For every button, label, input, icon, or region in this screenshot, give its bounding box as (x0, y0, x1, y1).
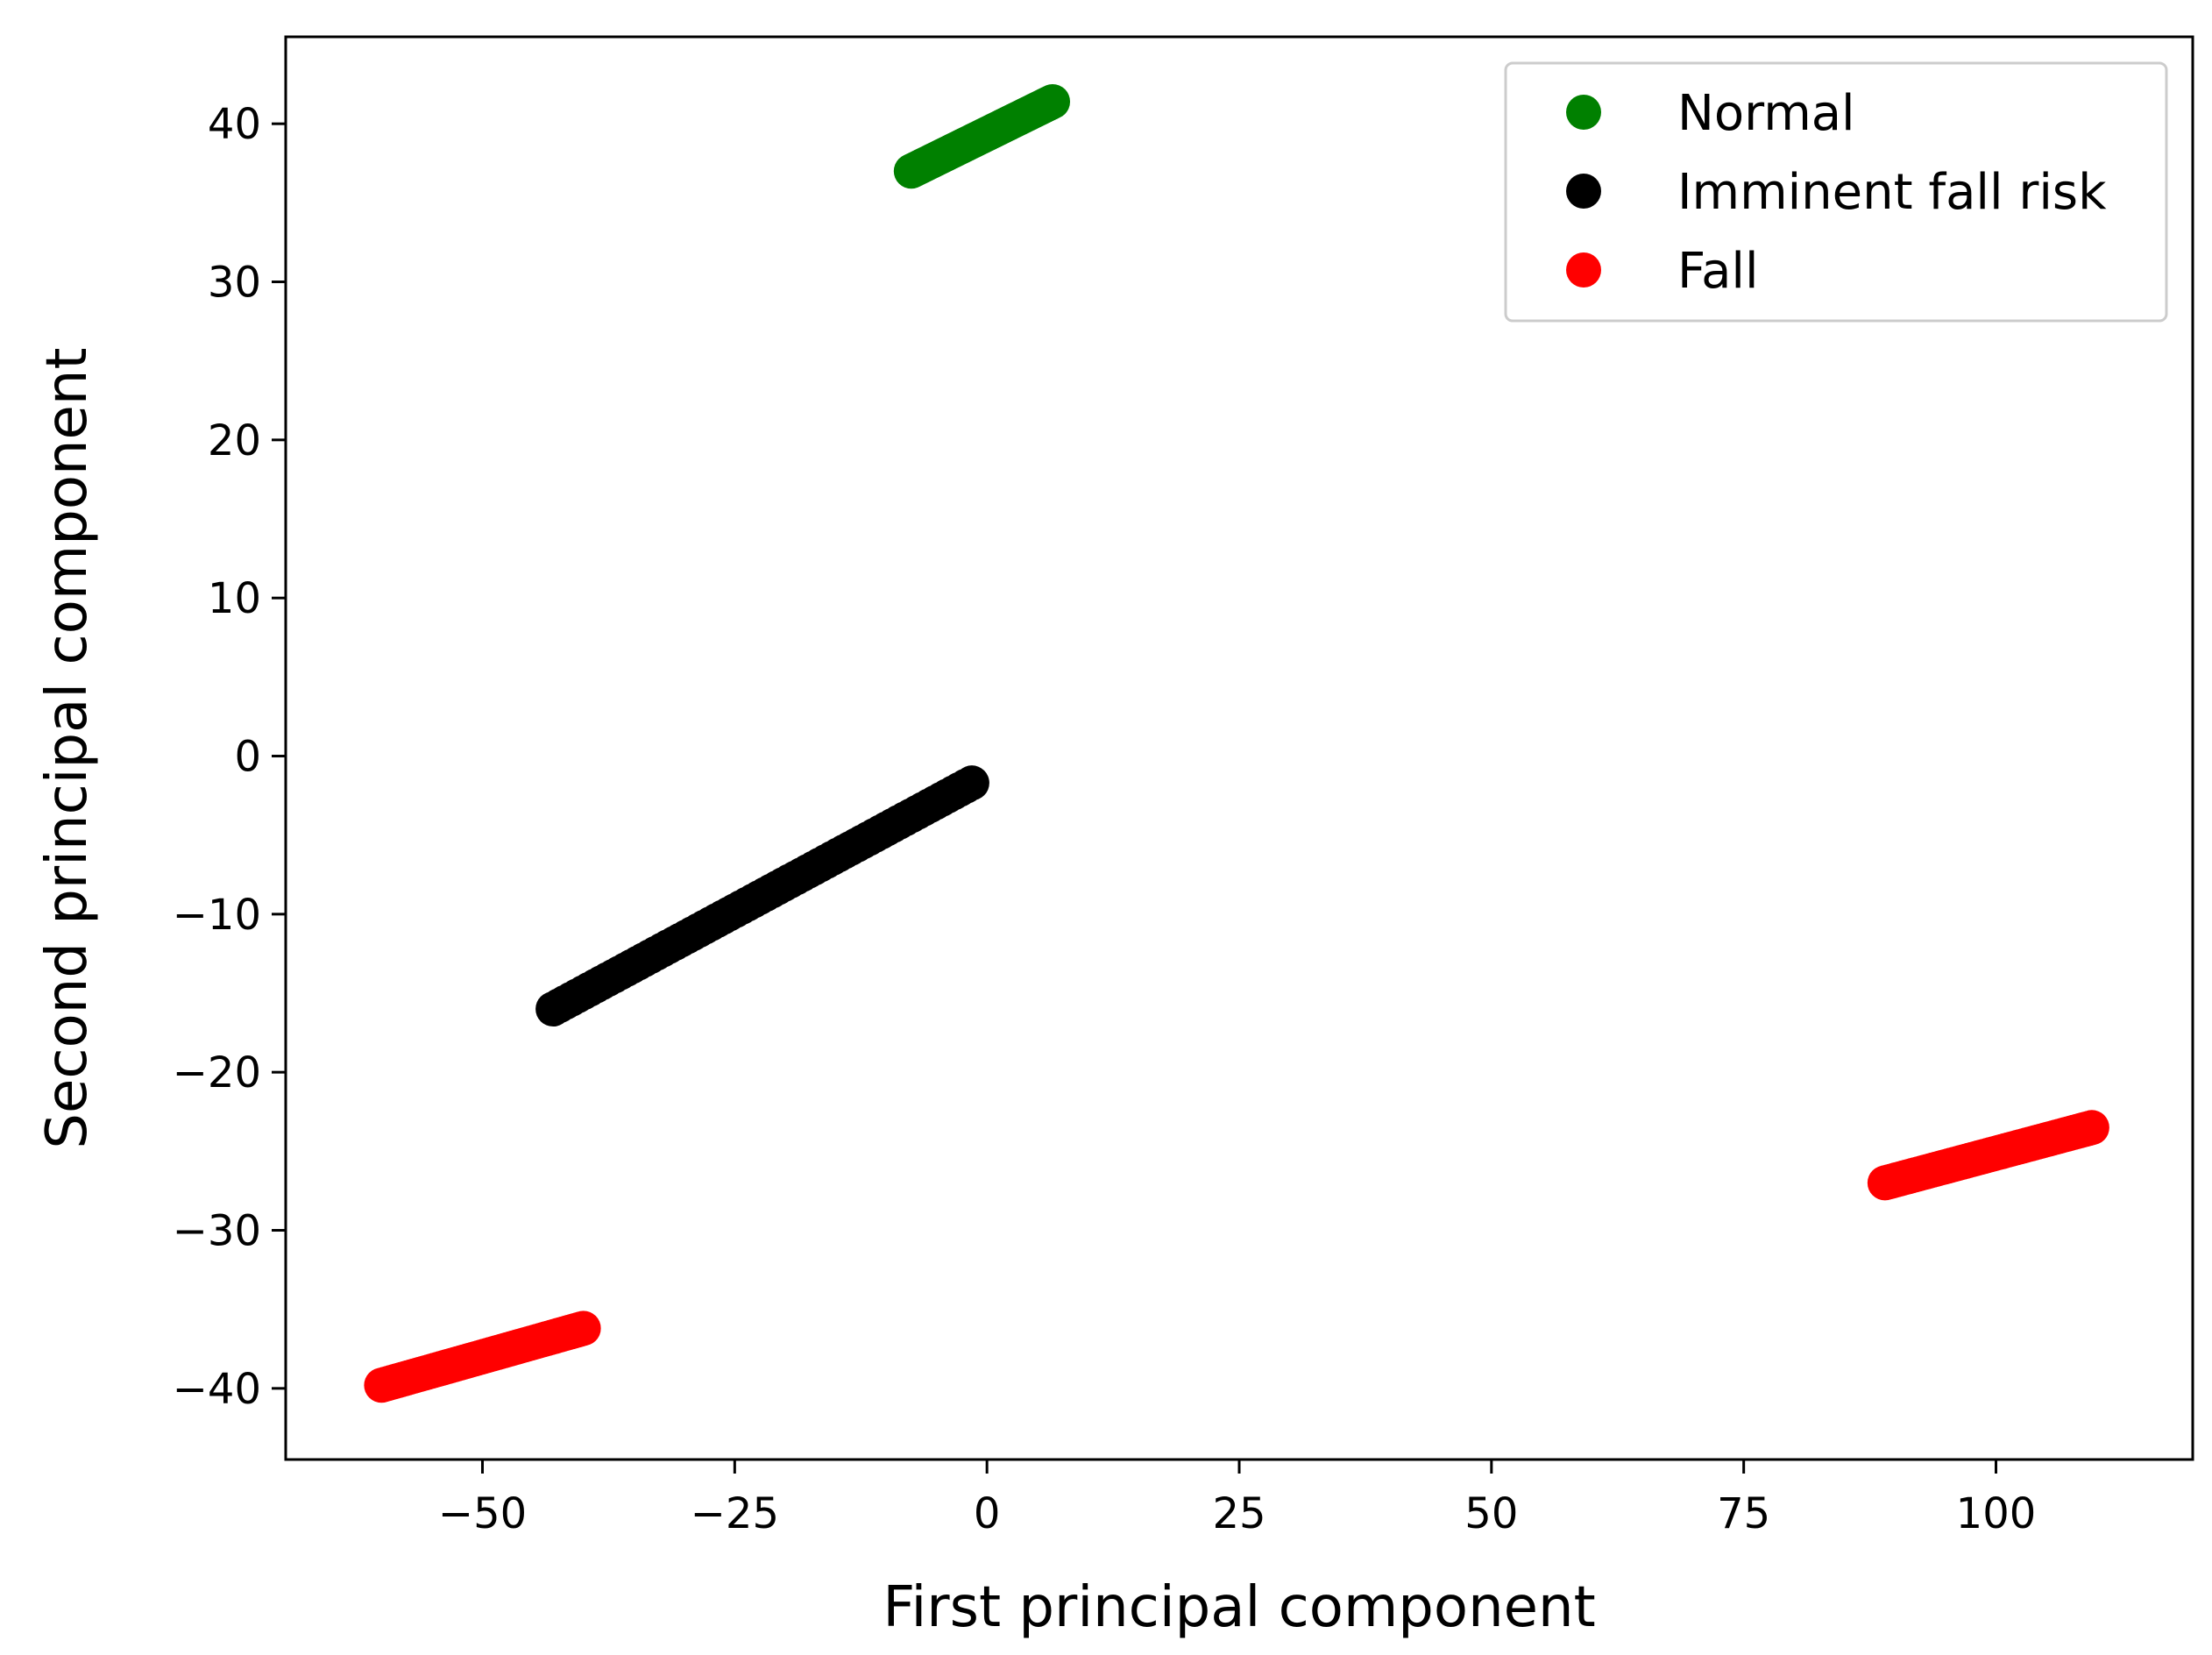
legend-label: Fall (1677, 243, 1759, 300)
x-axis-label: First principal component (883, 1575, 1595, 1640)
x-tick-label: −25 (691, 1489, 779, 1538)
y-tick-label: −10 (173, 891, 261, 940)
y-tick-label: −30 (173, 1207, 261, 1256)
x-tick-label: 100 (1956, 1489, 2037, 1538)
y-axis-ticks: −40 −30 −20 −10 0 10 20 30 40 (173, 100, 286, 1414)
y-axis-label: Second principal component (35, 347, 100, 1148)
x-tick-label: 75 (1717, 1489, 1770, 1538)
legend-marker (1566, 252, 1601, 288)
y-tick-label: −20 (173, 1048, 261, 1097)
x-tick-label: 0 (974, 1489, 1001, 1538)
scatter-point-imminent-fall-risk (954, 765, 989, 801)
legend-marker (1566, 174, 1601, 209)
y-tick-label: −40 (173, 1365, 261, 1414)
legend-label: Normal (1677, 85, 1855, 142)
y-tick-label: 0 (234, 733, 261, 782)
x-tick-label: 25 (1212, 1489, 1266, 1538)
scatter-point-fall (2074, 1110, 2109, 1146)
x-tick-label: 50 (1464, 1489, 1518, 1538)
legend-marker (1566, 95, 1601, 130)
scatter-point-fall (565, 1311, 601, 1346)
legend-box (1504, 61, 2168, 323)
y-tick-label: 20 (208, 416, 261, 465)
legend: Normal Imminent fall risk Fall (1504, 61, 2168, 323)
x-axis-ticks: −50 −25 0 25 50 75 100 (438, 1460, 2036, 1538)
data-marks (364, 83, 2109, 1403)
scatter-point-normal (1035, 83, 1071, 119)
x-tick-label: −50 (438, 1489, 527, 1538)
y-tick-label: 10 (208, 574, 261, 623)
y-tick-label: 30 (208, 259, 261, 308)
y-tick-label: 40 (208, 100, 261, 149)
legend-label: Imminent fall risk (1677, 164, 2107, 221)
